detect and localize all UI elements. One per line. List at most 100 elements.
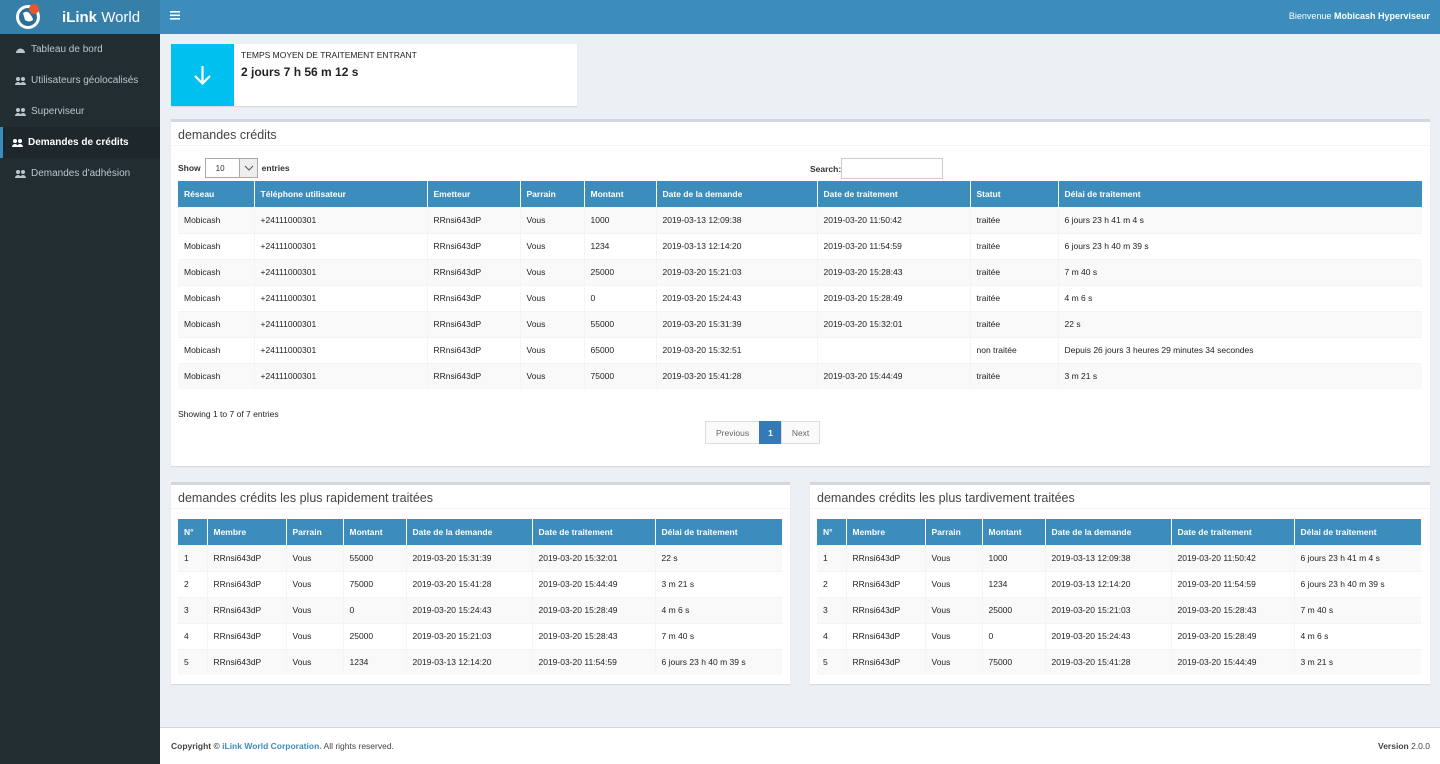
cell: 75000 <box>343 571 406 597</box>
page-button[interactable]: 1 <box>759 421 782 444</box>
menu-toggle[interactable] <box>170 11 180 20</box>
column-header[interactable]: Date de la demande <box>656 181 817 207</box>
cell: RRnsi643dP <box>427 233 520 259</box>
table-head: N°MembreParrainMontantDate de la demande… <box>178 519 782 545</box>
column-header[interactable]: Statut <box>970 181 1058 207</box>
search-input[interactable] <box>841 158 943 179</box>
cell: 1 <box>817 545 846 571</box>
cell: Mobicash <box>178 337 254 363</box>
cell: Vous <box>520 259 584 285</box>
cell: 75000 <box>982 649 1045 675</box>
table-row: Mobicash+24111000301RRnsi643dPVous123420… <box>178 233 1422 259</box>
menu-item[interactable]: Utilisateurs géolocalisés <box>0 65 160 96</box>
column-header[interactable]: Parrain <box>520 181 584 207</box>
welcome[interactable]: Bienvenue Mobicash Hyperviseur <box>1289 11 1430 21</box>
menu-icon <box>15 107 26 116</box>
top-bar: Bienvenue Mobicash Hyperviseur <box>160 0 1440 34</box>
cell: 5 <box>178 649 207 675</box>
cell: Vous <box>520 285 584 311</box>
column-header[interactable]: Date de la demande <box>406 519 532 545</box>
box-title: demandes crédits <box>178 128 277 142</box>
cell: 3 m 21 s <box>655 571 782 597</box>
cell: 22 s <box>655 545 782 571</box>
cell: 2019-03-20 15:32:01 <box>532 545 655 571</box>
cell: Mobicash <box>178 285 254 311</box>
menu-label: Demandes de crédits <box>28 137 129 148</box>
sidebar: Tableau de bord Utilisateurs géolocalisés… <box>0 34 160 764</box>
cell: RRnsi643dP <box>846 545 925 571</box>
column-header[interactable]: Délai de traitement <box>655 519 782 545</box>
column-header[interactable]: Téléphone utilisateur <box>254 181 427 207</box>
select-arrow <box>239 159 257 177</box>
cell: RRnsi643dP <box>846 571 925 597</box>
table-row: 4RRnsi643dPVous250002019-03-20 15:21:032… <box>178 623 782 649</box>
page-size-value: 10 <box>216 164 225 173</box>
cell: RRnsi643dP <box>427 285 520 311</box>
table-row: 3RRnsi643dPVous02019-03-20 15:24:432019-… <box>178 597 782 623</box>
column-header[interactable]: Emetteur <box>427 181 520 207</box>
cell: 25000 <box>343 623 406 649</box>
column-header[interactable]: Montant <box>584 181 656 207</box>
table-info: Showing 1 to 7 of 7 entries <box>178 409 279 419</box>
column-header[interactable]: Délai de traitement <box>1058 181 1422 207</box>
cell: 2019-03-20 15:28:43 <box>532 623 655 649</box>
menu-label: Tableau de bord <box>31 44 103 55</box>
column-header[interactable]: Membre <box>207 519 286 545</box>
page-size-select[interactable]: 10 <box>205 158 258 178</box>
cell: 7 m 40 s <box>655 623 782 649</box>
menu-item[interactable]: Demandes de crédits <box>0 127 160 158</box>
page-button[interactable]: Next <box>781 421 820 444</box>
cell: +24111000301 <box>254 311 427 337</box>
cell: 5 <box>817 649 846 675</box>
column-header[interactable]: Délai de traitement <box>1294 519 1421 545</box>
cell: 0 <box>584 285 656 311</box>
stat-icon <box>171 44 234 106</box>
table-row: 1RRnsi643dPVous550002019-03-20 15:31:392… <box>178 545 782 571</box>
cell: 2019-03-13 12:09:38 <box>1045 545 1171 571</box>
cell: 2019-03-20 15:24:43 <box>406 597 532 623</box>
cell: 2019-03-20 15:21:03 <box>1045 597 1171 623</box>
cell: 2019-03-20 11:50:42 <box>817 207 970 233</box>
cell: Vous <box>286 597 343 623</box>
menu-item[interactable]: Demandes d'adhésion <box>0 158 160 189</box>
page-button[interactable]: Previous <box>705 421 760 444</box>
column-header[interactable]: N° <box>178 519 207 545</box>
empty-cell <box>817 337 970 363</box>
cell: 2019-03-20 15:24:43 <box>1045 623 1171 649</box>
cell: 7 m 40 s <box>1294 597 1421 623</box>
column-header[interactable]: N° <box>817 519 846 545</box>
menu-item[interactable]: Tableau de bord <box>0 34 160 65</box>
column-header[interactable]: Date de la demande <box>1045 519 1171 545</box>
column-header[interactable]: Réseau <box>178 181 254 207</box>
column-header[interactable]: Parrain <box>286 519 343 545</box>
cell: 3 <box>817 597 846 623</box>
cell: 6 jours 23 h 41 m 4 s <box>1058 207 1422 233</box>
company-link[interactable]: iLink World Corporation. <box>222 741 321 751</box>
cell: 2019-03-20 15:28:49 <box>532 597 655 623</box>
cell: 2019-03-20 11:54:59 <box>532 649 655 675</box>
menu-icon <box>15 45 26 54</box>
logo[interactable]: iLink World <box>0 0 160 34</box>
cell: 2019-03-20 15:21:03 <box>656 259 817 285</box>
rights: All rights reserved. <box>324 741 394 751</box>
cell: 2019-03-20 15:41:28 <box>406 571 532 597</box>
menu-item[interactable]: Superviseur <box>0 96 160 127</box>
cell: +24111000301 <box>254 363 427 389</box>
column-header[interactable]: Parrain <box>925 519 982 545</box>
column-header[interactable]: Date de traitement <box>1171 519 1294 545</box>
user-name: Mobicash Hyperviseur <box>1334 11 1430 21</box>
column-header[interactable]: Date de traitement <box>532 519 655 545</box>
column-header[interactable]: Date de traitement <box>817 181 970 207</box>
table-row: 2RRnsi643dPVous12342019-03-13 12:14:2020… <box>817 571 1421 597</box>
column-header[interactable]: Membre <box>846 519 925 545</box>
column-header[interactable]: Montant <box>982 519 1045 545</box>
cell: 6 jours 23 h 40 m 39 s <box>1058 233 1422 259</box>
cell: 25000 <box>584 259 656 285</box>
cell: traitée <box>970 285 1058 311</box>
caret <box>240 159 258 177</box>
cell: +24111000301 <box>254 207 427 233</box>
cell: 2 <box>178 571 207 597</box>
column-header[interactable]: Montant <box>343 519 406 545</box>
table-row: 3RRnsi643dPVous250002019-03-20 15:21:032… <box>817 597 1421 623</box>
